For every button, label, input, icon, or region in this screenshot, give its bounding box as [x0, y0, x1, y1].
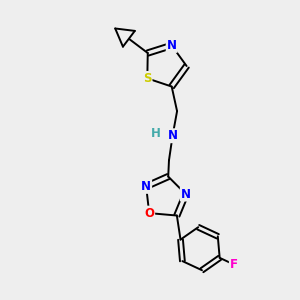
Text: H: H	[151, 127, 161, 140]
Text: O: O	[144, 207, 154, 220]
Text: F: F	[230, 258, 238, 271]
Text: N: N	[167, 39, 177, 52]
Text: N: N	[181, 188, 191, 201]
Text: N: N	[141, 180, 151, 193]
Text: N: N	[168, 129, 178, 142]
Text: S: S	[143, 72, 152, 85]
